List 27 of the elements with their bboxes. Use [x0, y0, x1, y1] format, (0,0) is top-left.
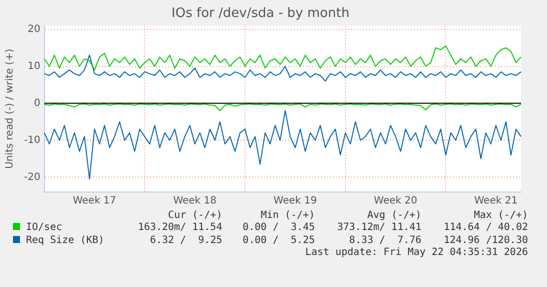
y-tick-label: 10	[28, 60, 40, 72]
x-tick-label: Week 20	[374, 196, 418, 207]
text: 124.96 /120.30	[442, 234, 529, 247]
x-tick-label: Week 19	[274, 196, 317, 207]
text: Max (-/+)	[472, 210, 529, 221]
text: Last update: Fri May 22 04:35:31 2026	[304, 247, 529, 258]
legend-label: Req Size (KB)	[26, 235, 104, 246]
x-tick-label: Week 21	[474, 196, 518, 207]
y-tick-label: 0	[34, 98, 40, 109]
y-tick-label: 20	[28, 24, 40, 35]
y-axis-title: Units read (-) / write (+)	[4, 48, 16, 169]
text: Cur (-/+)	[167, 210, 224, 221]
text: 8.33 / 7.76	[348, 234, 422, 247]
x-tick-label: Week 18	[173, 196, 217, 207]
legend-label: IO/sec	[26, 222, 62, 233]
text: 114.64 / 40.02	[442, 221, 529, 234]
y-tick-label: -20	[24, 172, 40, 183]
chart-title: IOs for /dev/sda - by month	[172, 6, 350, 22]
text: Min (-/+)	[260, 210, 316, 221]
text: 0.00 / 5.25	[242, 234, 316, 247]
text: 6.32 / 9.25	[148, 234, 224, 247]
text: 373.12m/ 11.41	[336, 221, 422, 234]
text: Avg (-/+)	[366, 210, 422, 221]
y-tick-label: -10	[24, 134, 40, 146]
text: 163.20m/ 11.54	[136, 221, 224, 234]
text: 0.00 / 3.45	[242, 221, 316, 234]
x-tick-label: Week 17	[72, 196, 116, 207]
